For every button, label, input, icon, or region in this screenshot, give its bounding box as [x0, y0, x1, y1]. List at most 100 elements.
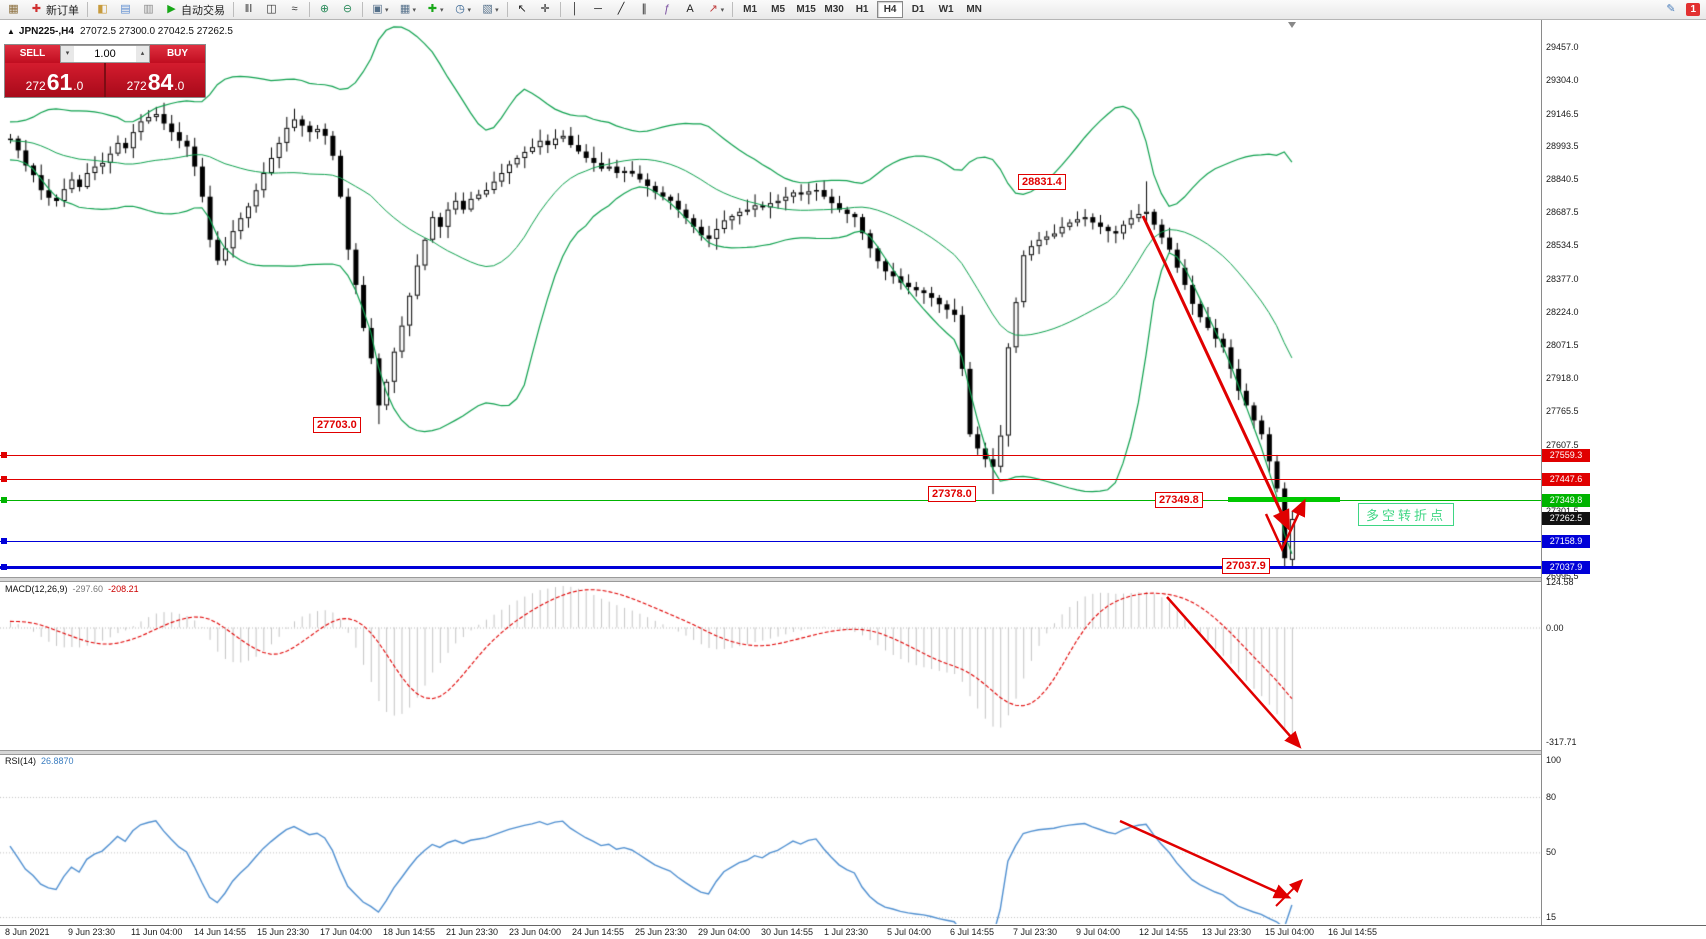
- fibonacci-icon[interactable]: ƒ: [657, 0, 678, 19]
- indicators-icon[interactable]: ✚ ▾: [422, 0, 448, 19]
- bar-chart-icon: ǁǀ: [244, 3, 253, 15]
- arrows-icon[interactable]: ↗ ▾: [703, 0, 729, 19]
- buy-button[interactable]: BUY: [150, 45, 205, 63]
- chart-window: ▲ JPN225-,H4 27072.5 27300.0 27042.5 27262…: [0, 20, 1706, 939]
- timeframe-button-mn[interactable]: MN: [966, 4, 982, 15]
- time-axis-label: 24 Jun 14:55: [572, 927, 625, 937]
- price-axis-label: 26995.5: [1546, 571, 1579, 582]
- autotrading-button: ▶: [167, 3, 176, 15]
- volume-control: ▾ ▴: [60, 45, 150, 63]
- volume-decrease-button[interactable]: ▾: [61, 46, 74, 62]
- timeframe-button-h4[interactable]: H4: [877, 1, 904, 18]
- price-annotation[interactable]: 27703.0: [313, 417, 361, 433]
- auto-arrange-icon[interactable]: ▦ ▾: [395, 0, 421, 19]
- time-axis-label: 5 Jul 04:00: [887, 927, 932, 937]
- line-anchor-handle[interactable]: [1, 497, 7, 504]
- price-axis-line: [1541, 20, 1542, 925]
- timeframe-button-m5[interactable]: M5: [771, 4, 786, 15]
- auto-arrange-icon: ▦: [399, 3, 411, 15]
- horizontal-line-27349.8[interactable]: [0, 499, 1541, 501]
- templates-icon[interactable]: ▧ ▾: [477, 0, 503, 19]
- notification-badge[interactable]: 1: [1686, 3, 1700, 16]
- time-axis-label: 1 Jul 23:30: [824, 927, 869, 937]
- volume-increase-button[interactable]: ▴: [136, 46, 149, 62]
- buy-price[interactable]: 272 84.0: [106, 63, 205, 97]
- cursor-icon[interactable]: ↖: [512, 0, 533, 19]
- vertical-line-icon[interactable]: │: [565, 0, 586, 19]
- price-axis-label: 28377.0: [1546, 274, 1579, 285]
- fibonacci-icon: ƒ: [664, 3, 671, 15]
- price-annotation[interactable]: 28831.4: [1018, 174, 1066, 190]
- chevron-down-icon: ▾: [467, 6, 472, 14]
- macd-axis-label: 0.00: [1546, 622, 1564, 633]
- price-axis-tag: 27037.9: [1542, 560, 1590, 574]
- line-anchor-handle[interactable]: [1, 452, 7, 459]
- candlestick-chart-icon[interactable]: ◫: [261, 0, 282, 19]
- timeframe-button-m1[interactable]: M1: [743, 4, 758, 15]
- line-chart-icon[interactable]: ≈: [284, 0, 305, 19]
- timeframe-button-m30[interactable]: M30: [824, 4, 844, 15]
- zoom-in-icon[interactable]: ⊕: [314, 0, 335, 19]
- horizontal-line-27447.6[interactable]: [0, 478, 1541, 480]
- sell-price[interactable]: 272 61.0: [5, 63, 104, 97]
- note-annotation[interactable]: 多空转折点: [1358, 503, 1455, 526]
- timeframe-button-w1[interactable]: W1: [938, 4, 954, 15]
- price-annotation[interactable]: 27037.9: [1222, 558, 1270, 574]
- line-anchor-handle[interactable]: [1, 564, 7, 571]
- new-chart-icon[interactable]: ▦: [3, 0, 24, 19]
- trendline-icon: ╱: [617, 3, 625, 15]
- price-annotation[interactable]: 27349.8: [1155, 492, 1203, 508]
- horizontal-line-27037.9[interactable]: [0, 565, 1541, 569]
- sell-button[interactable]: SELL: [5, 45, 60, 63]
- volume-input[interactable]: [74, 46, 136, 62]
- data-window-icon[interactable]: ▤: [115, 0, 136, 19]
- crosshair-icon: ✛: [540, 3, 550, 15]
- buy-price-prefix: 272: [126, 79, 147, 93]
- price-axis-label: 29146.5: [1546, 108, 1579, 119]
- chevron-down-icon: ▾: [495, 6, 499, 14]
- new-order-button[interactable]: ✚ 新订单: [31, 3, 79, 17]
- rsi-panel-splitter[interactable]: [0, 750, 1541, 755]
- new-order-button: ✚: [31, 3, 42, 15]
- trendline-icon[interactable]: ╱: [611, 0, 632, 19]
- time-axis-label: 7 Jul 23:30: [1013, 927, 1058, 937]
- time-axis-label: 14 Jun 14:55: [194, 927, 247, 937]
- timeframe-button-d1[interactable]: D1: [911, 4, 925, 15]
- edit-icon: ✎: [1666, 3, 1676, 15]
- tile-windows-icon[interactable]: ▣ ▾: [367, 0, 393, 19]
- time-axis-label: 13 Jul 23:30: [1202, 927, 1252, 937]
- zoom-out-icon[interactable]: ⊖: [337, 0, 358, 19]
- horizontal-line-icon[interactable]: ─: [588, 0, 609, 19]
- line-anchor-handle[interactable]: [1, 538, 7, 545]
- trade-panel-collapse-icon[interactable]: ▲: [7, 27, 15, 36]
- ohlc-values: 27072.5 27300.0 27042.5 27262.5: [79, 26, 233, 37]
- equidistant-channel-icon[interactable]: ∥: [634, 0, 655, 19]
- time-axis-label: 6 Jul 14:55: [950, 927, 995, 937]
- chart-shift-marker[interactable]: [1288, 22, 1296, 28]
- timeframe-button-m15[interactable]: M15: [796, 4, 816, 15]
- horizontal-line-27158.9[interactable]: [0, 540, 1541, 542]
- indicators-icon: ✚: [427, 3, 438, 15]
- bar-chart-icon[interactable]: ǁǀ: [238, 0, 259, 19]
- line-anchor-handle[interactable]: [1, 476, 7, 483]
- autotrading-button[interactable]: ▶ 自动交易: [161, 0, 229, 19]
- periods-icon[interactable]: ◷ ▾: [450, 0, 476, 19]
- price-axis-label: 28534.5: [1546, 240, 1579, 251]
- terminal-icon[interactable]: ▥: [138, 0, 159, 19]
- price-axis-label: 28993.5: [1546, 141, 1579, 152]
- sell-price-big: 61: [46, 69, 73, 95]
- price-annotation[interactable]: 27378.0: [928, 486, 976, 502]
- text-icon[interactable]: A: [680, 0, 701, 19]
- price-axis-label: 27301.5: [1546, 505, 1579, 516]
- timeframe-button-h1[interactable]: H1: [855, 4, 869, 15]
- support-level-bar[interactable]: [1228, 497, 1340, 502]
- time-axis-label: 11 Jun 04:00: [131, 927, 183, 937]
- time-axis-label: 29 Jun 04:00: [698, 927, 751, 937]
- macd-panel-splitter[interactable]: [0, 577, 1541, 582]
- crosshair-icon[interactable]: ✛: [535, 0, 556, 19]
- edit-icon[interactable]: ✎: [1660, 0, 1681, 19]
- horizontal-line-27559.3[interactable]: [0, 454, 1541, 456]
- cursor-icon: ↖: [517, 3, 527, 15]
- market-watch-icon[interactable]: ◧: [92, 0, 113, 19]
- time-axis-label: 30 Jun 14:55: [761, 927, 814, 937]
